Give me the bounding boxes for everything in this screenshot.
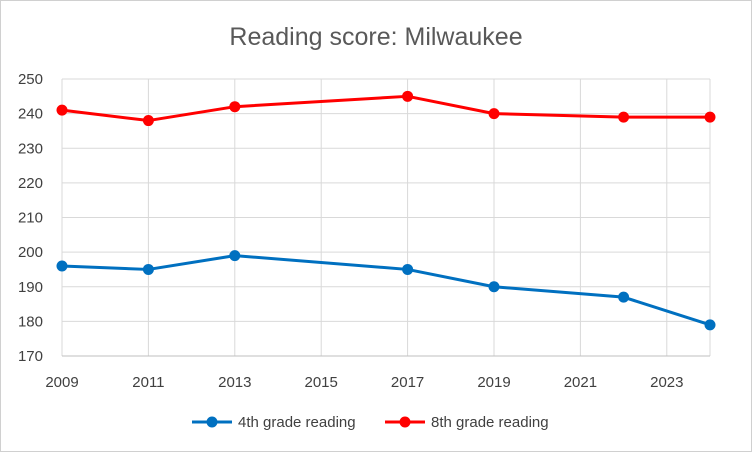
data-point [488, 108, 500, 120]
data-point [142, 115, 154, 127]
y-tick-label: 170 [18, 348, 43, 365]
y-tick-label: 190 [18, 279, 43, 296]
data-point [402, 90, 414, 102]
data-point [229, 250, 241, 262]
series-layer [56, 90, 716, 331]
x-tick-label: 2009 [45, 374, 78, 391]
data-point [56, 260, 68, 272]
legend-marker [399, 416, 411, 428]
y-tick-label: 220 [18, 175, 43, 192]
y-tick-label: 200 [18, 244, 43, 261]
data-point [488, 281, 500, 293]
x-tick-label: 2023 [650, 374, 683, 391]
x-tick-label: 2021 [564, 374, 597, 391]
data-point [142, 263, 154, 275]
y-tick-label: 250 [18, 71, 43, 88]
series-1 [56, 250, 716, 331]
y-tick-label: 180 [18, 313, 43, 330]
data-point [704, 319, 716, 331]
x-tick-label: 2017 [391, 374, 424, 391]
data-point [229, 101, 241, 113]
y-tick-label: 230 [18, 140, 43, 157]
series-line [60, 254, 712, 327]
y-tick-label: 210 [18, 210, 43, 227]
y-tick-label: 240 [18, 106, 43, 123]
data-point [618, 291, 630, 303]
legend-marker [206, 416, 218, 428]
legend: 4th grade reading 8th grade reading [192, 414, 549, 431]
data-point [618, 111, 630, 123]
data-point [56, 104, 68, 116]
legend-item: 8th grade reading [385, 414, 549, 431]
x-tick-label: 2011 [132, 374, 164, 391]
gridlines [61, 78, 711, 357]
x-tick-label: 2019 [477, 374, 510, 391]
x-axis: 2009 2011 2013 2015 2017 2019 2021 2023 [45, 355, 710, 391]
series-line [60, 94, 712, 123]
x-tick-label: 2013 [218, 374, 251, 391]
x-tick-label: 2015 [305, 374, 338, 391]
data-point [704, 111, 716, 123]
chart-title: Reading score: Milwaukee [229, 23, 522, 51]
legend-label: 8th grade reading [431, 414, 549, 431]
y-axis: 170 180 190 200 210 220 230 240 250 [18, 71, 43, 365]
series-2 [56, 90, 716, 127]
data-point [402, 263, 414, 275]
legend-item: 4th grade reading [192, 414, 356, 431]
legend-label: 4th grade reading [238, 414, 356, 431]
